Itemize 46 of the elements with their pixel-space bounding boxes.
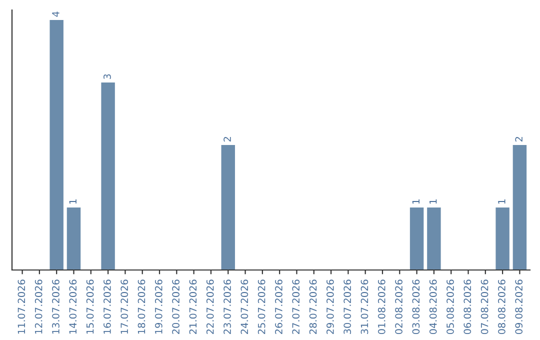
x-tick-label: 25.07.2026	[258, 280, 266, 334]
x-tick-label: 09.08.2026	[515, 280, 523, 334]
x-tick-label: 12.07.2026	[34, 280, 42, 334]
data-label: 1	[412, 199, 420, 204]
bar	[101, 82, 115, 270]
x-tick-label: 01.08.2026	[378, 280, 386, 334]
x-tick-label: 13.07.2026	[52, 280, 60, 334]
bar	[427, 208, 441, 270]
x-tick-label: 15.07.2026	[86, 280, 94, 334]
x-tick-label: 24.07.2026	[240, 280, 248, 334]
data-label: 2	[515, 137, 522, 142]
data-label: 1	[498, 199, 506, 204]
x-tick-label: 05.08.2026	[446, 280, 454, 334]
x-tick-label: 04.08.2026	[429, 280, 437, 334]
x-tick-label: 19.07.2026	[154, 280, 162, 334]
x-tick-label: 06.08.2026	[464, 280, 472, 334]
x-tick-label: 28.07.2026	[309, 280, 317, 334]
bar	[50, 20, 64, 270]
x-tick-label: 20.07.2026	[172, 280, 180, 334]
data-label: 1	[69, 199, 76, 204]
x-tick-label: 21.07.2026	[189, 280, 197, 334]
data-label: 4	[52, 12, 60, 17]
x-tick-label: 03.08.2026	[412, 280, 420, 334]
x-tick-label: 22.07.2026	[206, 280, 214, 334]
x-tick-label: 07.08.2026	[480, 280, 488, 334]
x-tick-label: 02.08.2026	[395, 280, 402, 334]
x-tick-label: 08.08.2026	[498, 280, 506, 334]
bar	[410, 208, 424, 270]
x-tick-label: 23.07.2026	[224, 280, 231, 334]
bar	[512, 145, 527, 270]
x-tick-label: 11.07.2026	[18, 280, 26, 334]
x-tick-label: 29.07.2026	[326, 280, 334, 334]
bar	[66, 208, 81, 270]
x-tick-label: 31.07.2026	[360, 280, 368, 334]
x-tick-label: 26.07.2026	[275, 280, 282, 334]
x-tick-label: 16.07.2026	[104, 280, 111, 334]
bar	[496, 208, 510, 270]
x-tick-label: 14.07.2026	[69, 280, 77, 334]
data-label: 2	[224, 137, 231, 142]
bar	[221, 145, 235, 270]
x-tick-label: 27.07.2026	[292, 280, 300, 334]
x-tick-label: 17.07.2026	[120, 280, 128, 334]
data-label: 1	[430, 199, 437, 204]
x-tick-label: 30.07.2026	[344, 280, 352, 334]
x-tick-label: 18.07.2026	[138, 280, 146, 334]
data-label: 3	[104, 74, 111, 79]
